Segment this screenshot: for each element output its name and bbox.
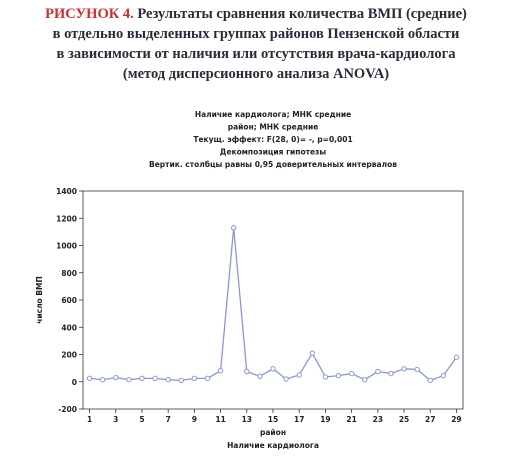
chart-title: район; МНК средние <box>228 123 319 132</box>
point <box>257 373 263 379</box>
x-axis-label: район <box>260 428 286 437</box>
y-tick-label: 200 <box>61 351 77 360</box>
point <box>427 377 433 384</box>
point <box>362 377 368 383</box>
x-tick-label: 23 <box>373 415 383 424</box>
x-tick-label: 19 <box>320 415 330 424</box>
point <box>414 366 420 373</box>
x-tick-label: 13 <box>242 415 252 424</box>
point <box>139 375 145 382</box>
point <box>204 375 211 382</box>
x-tick-label: 25 <box>399 415 409 424</box>
y-tick-label: 1000 <box>56 242 77 251</box>
y-tick-label: 0 <box>72 378 77 387</box>
point <box>283 376 289 382</box>
x-tick-label: 11 <box>215 415 225 424</box>
x-tick-label: 7 <box>166 415 171 424</box>
y-tick-label: 1400 <box>56 187 77 196</box>
series-line <box>89 227 457 382</box>
chart-title: Вертик. столбцы равны 0,95 доверительных… <box>149 160 397 169</box>
point <box>375 368 381 375</box>
x-tick-label: 1 <box>87 415 92 424</box>
y-axis-label: число ВМП <box>35 276 44 324</box>
y-tick-label: 1200 <box>56 214 77 223</box>
point <box>165 377 171 383</box>
point <box>322 374 329 380</box>
chart-title: Декомпозиция гипотезы <box>220 148 327 157</box>
figure-label: РИСУНОК 4. <box>45 6 134 22</box>
point <box>348 370 355 377</box>
x-tick-label: 15 <box>268 415 278 424</box>
x-tick-label: 21 <box>346 415 356 424</box>
point <box>126 377 132 383</box>
point <box>230 225 237 231</box>
x-axis-note: Наличие кардиолога <box>227 441 319 450</box>
caption-text: в отдельно выделенных группах районов Пе… <box>53 26 460 42</box>
point <box>440 372 447 379</box>
point <box>388 370 394 377</box>
y-tick-label: 400 <box>61 323 77 332</box>
point <box>309 350 316 356</box>
point <box>178 377 184 384</box>
x-tick-label: 9 <box>192 415 197 424</box>
plot-frame <box>82 190 464 410</box>
point <box>86 375 93 382</box>
x-tick-label: 17 <box>294 415 304 424</box>
caption-text: в зависимости от наличия или отсутствия … <box>57 46 457 62</box>
caption-text: Результаты сравнения количества ВМП (сре… <box>137 6 467 22</box>
point <box>217 368 224 374</box>
point <box>401 366 407 372</box>
point <box>335 372 342 379</box>
point <box>453 354 460 360</box>
x-tick-label: 5 <box>139 415 144 424</box>
y-tick-label: 800 <box>61 269 77 278</box>
chart-title: Наличие кардиолога; МНК средние <box>195 110 351 119</box>
point <box>152 375 158 382</box>
y-tick-label: 600 <box>61 296 77 305</box>
point <box>99 377 106 383</box>
y-tick-label: -200 <box>58 405 77 414</box>
point <box>244 368 250 375</box>
caption-line: РИСУНОК 4. Результаты сравнения количест… <box>45 6 467 22</box>
point <box>270 366 276 372</box>
point <box>296 372 302 378</box>
point <box>113 374 119 381</box>
chart-title: Текущ. эффект: F(28, 0)= -, p=0,001 <box>193 135 352 144</box>
point <box>191 375 198 382</box>
caption-text: (метод дисперсионного анализа ANOVA) <box>123 66 389 82</box>
x-tick-label: 3 <box>113 415 118 424</box>
x-tick-label: 29 <box>451 415 461 424</box>
x-tick-label: 27 <box>425 415 435 424</box>
